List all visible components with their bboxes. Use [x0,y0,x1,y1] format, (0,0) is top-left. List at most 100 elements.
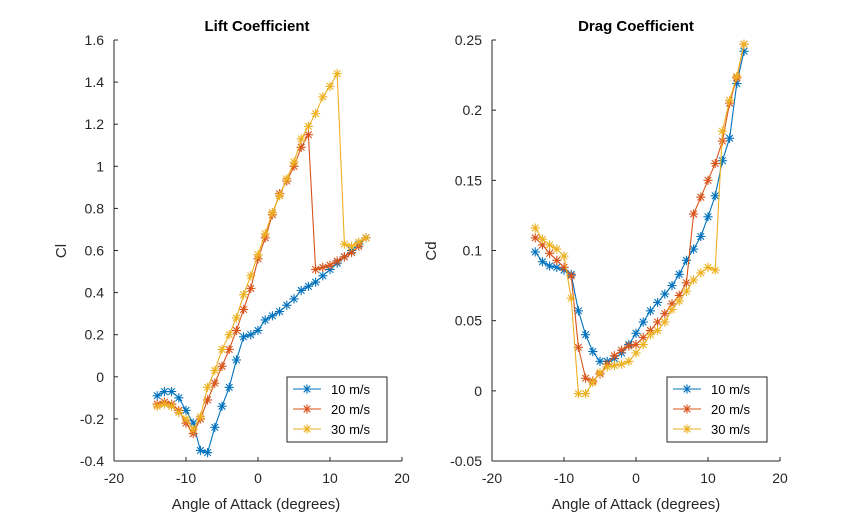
data-point [696,268,706,278]
legend-label: 30 m/s [711,422,751,437]
data-point [311,109,321,119]
data-point [267,311,277,321]
legend-label: 10 m/s [331,382,371,397]
data-point [674,296,684,306]
x-tick-label: 10 [700,470,716,486]
y-tick-label: 0.05 [455,313,482,329]
data-point [667,304,677,315]
legend-item: 30 m/s [293,422,371,437]
data-point [152,391,162,401]
data-point [253,325,263,336]
legend-marker [682,404,692,414]
data-point [545,248,555,258]
x-tick-label: 0 [254,470,262,486]
data-point [347,241,357,251]
data-point [732,71,742,82]
legend-item: 30 m/s [673,422,751,437]
y-tick-label: 0.25 [455,32,482,48]
data-point [689,244,699,254]
data-point [638,339,648,350]
data-point [703,212,713,222]
data-point [253,250,263,260]
data-point [581,373,591,383]
data-point [717,156,727,166]
data-point [653,325,663,336]
y-tick-label: -0.2 [80,411,104,427]
data-point [573,306,583,316]
data-point [275,191,285,201]
legend-marker [302,424,312,434]
y-tick-label: 1.2 [85,116,105,132]
y-tick-label: 1 [96,158,104,174]
data-point [303,281,313,291]
data-point [260,229,270,239]
data-point [530,233,540,243]
data-point [660,309,670,319]
data-point [710,191,720,201]
data-point [609,351,619,361]
data-point [696,231,706,242]
data-point [588,377,598,388]
data-point [311,264,321,275]
data-point [311,277,321,287]
data-point [239,290,249,300]
data-point [588,346,598,357]
data-point [645,306,655,316]
plot-title: Lift Coefficient [205,18,310,35]
data-point [609,360,619,371]
data-point [231,325,241,336]
legend-item: 20 m/s [293,402,371,417]
legend-marker [682,384,692,394]
x-tick-label: 10 [322,470,338,486]
data-point [210,378,220,388]
data-point [167,401,177,411]
series-3 [152,69,371,435]
data-point [559,251,569,261]
y-tick-label: -0.4 [80,453,104,469]
data-point [303,130,313,140]
lift-coefficient-plot: Lift Coefficient Angle of Attack (degree… [53,18,410,513]
x-tick-label: -10 [176,470,196,486]
data-point [581,389,591,399]
y-axis-label: Cl [53,244,70,258]
y-tick-label: 0.4 [85,285,105,301]
data-point [231,355,241,365]
x-tick-label: -20 [482,470,502,486]
x-tick-label: 0 [632,470,640,486]
y-tick-label: 0 [96,369,104,385]
legend-item: 10 m/s [673,382,751,397]
y-tick-label: 0.15 [455,172,482,188]
data-point [653,297,663,308]
data-point [339,239,349,249]
x-axis-label: Angle of Attack (degrees) [172,496,340,513]
data-point [624,341,634,351]
y-tick-label: 0.8 [85,200,105,216]
data-point [530,247,540,257]
data-point [239,304,249,315]
drag-coefficient-plot: Drag Coefficient Angle of Attack (degree… [423,18,788,513]
legend-label: 30 m/s [331,422,371,437]
plot-title: Drag Coefficient [578,18,694,35]
data-point [239,332,249,342]
data-point [696,192,706,202]
data-point [545,240,555,250]
data-point [681,278,691,288]
data-point [260,315,270,325]
legend-label: 10 m/s [711,382,751,397]
data-point [203,382,213,392]
data-point [566,293,576,303]
data-point [195,445,205,456]
data-point [174,393,184,403]
legend-marker [682,424,692,434]
data-point [717,126,727,136]
data-point [674,269,684,279]
data-point [739,39,749,49]
legend-marker [302,404,312,414]
y-tick-label: 0.6 [85,243,105,259]
y-tick-label: 0.2 [463,102,483,118]
data-point [296,134,306,144]
data-point [617,345,627,355]
data-point [638,317,648,327]
data-point [167,386,177,397]
data-point [159,399,169,409]
